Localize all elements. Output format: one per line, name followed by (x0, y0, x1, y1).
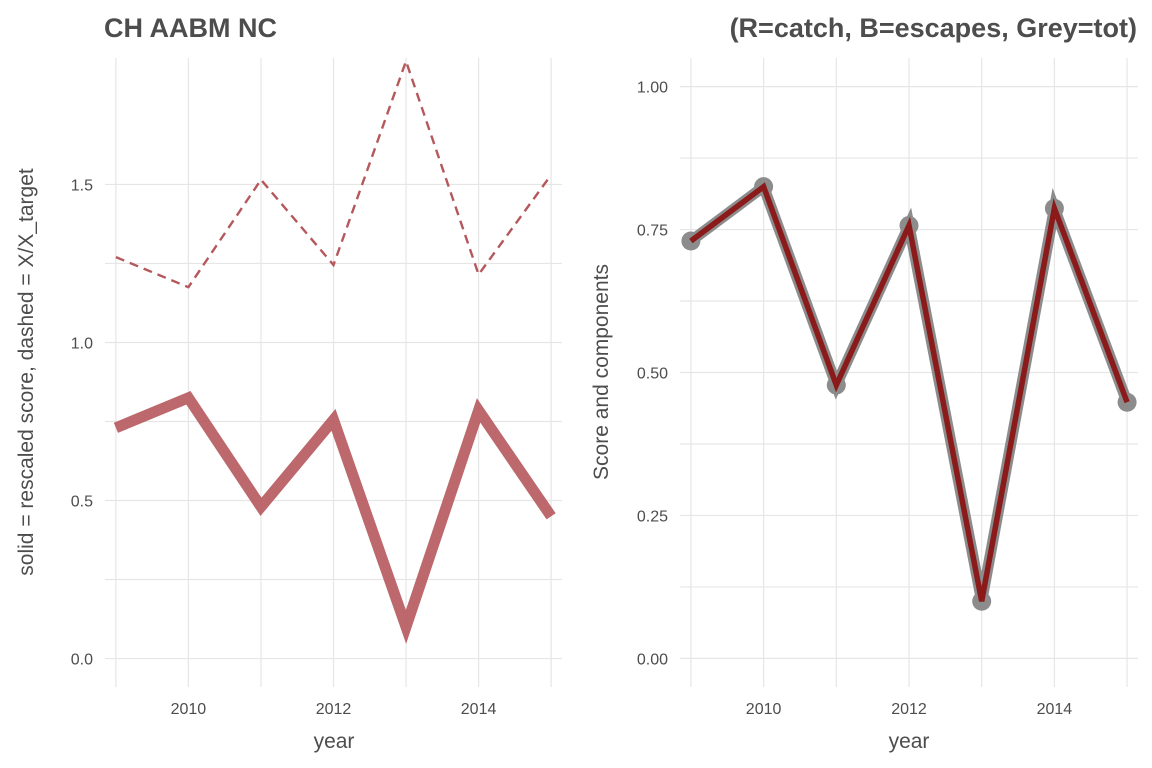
right-y-tick-label: 0.50 (637, 366, 668, 383)
right-y-tick-label: 0.75 (637, 223, 668, 240)
left-y-tick-label: 1.5 (71, 177, 93, 194)
left-x-axis-title: year (314, 730, 355, 753)
left-x-tick-label: 2014 (461, 701, 497, 718)
right-x-axis-title: year (889, 730, 930, 753)
right-y-tick-labels: 0.00 0.25 0.50 0.75 1.00 (637, 80, 668, 669)
right-chart-title: (R=catch, B=escapes, Grey=tot) (730, 13, 1137, 43)
left-x-tick-label: 2010 (171, 701, 207, 718)
left-y-axis-title: solid = rescaled score, dashed = X/X_tar… (15, 168, 38, 576)
right-y-tick-label: 0.25 (637, 508, 668, 525)
right-grey-total-point (1117, 392, 1137, 412)
right-panel: (R=catch, B=escapes, Grey=tot) 0.000.250… (590, 13, 1138, 753)
right-y-axis-title: Score and components (590, 264, 613, 480)
right-x-tick-label: 2012 (891, 701, 927, 718)
left-y-tick-labels: 0.0 0.5 1.0 1.5 (71, 177, 93, 668)
left-y-tick-label: 0.5 (71, 494, 93, 511)
right-gridlines (680, 58, 1138, 687)
right-red-catch-line (689, 182, 1130, 602)
right-y-tick-label: 1.00 (637, 80, 668, 97)
left-x-tick-label: 2012 (316, 701, 352, 718)
left-y-tick-label: 0.0 (71, 652, 93, 669)
left-panel: CH AABM NC 0.0 0.5 1.0 1.5 2010 2012 2014 yea… (15, 13, 562, 753)
right-x-tick-label: 2014 (1037, 701, 1073, 718)
right-series-group (681, 177, 1137, 611)
left-solid-series-line (113, 390, 556, 644)
left-chart-title: CH AABM NC (104, 13, 277, 43)
right-x-tick-label: 2010 (746, 701, 782, 718)
left-gridlines (105, 58, 562, 687)
left-x-tick-labels: 2010 2012 2014 (171, 701, 497, 718)
left-series-group (113, 57, 556, 644)
right-y-tick-label: 0.00 (637, 651, 668, 668)
left-y-tick-label: 1.0 (71, 335, 93, 352)
right-x-tick-labels: 2010 2012 2014 (746, 701, 1072, 718)
left-dashed-series-line (115, 57, 553, 289)
